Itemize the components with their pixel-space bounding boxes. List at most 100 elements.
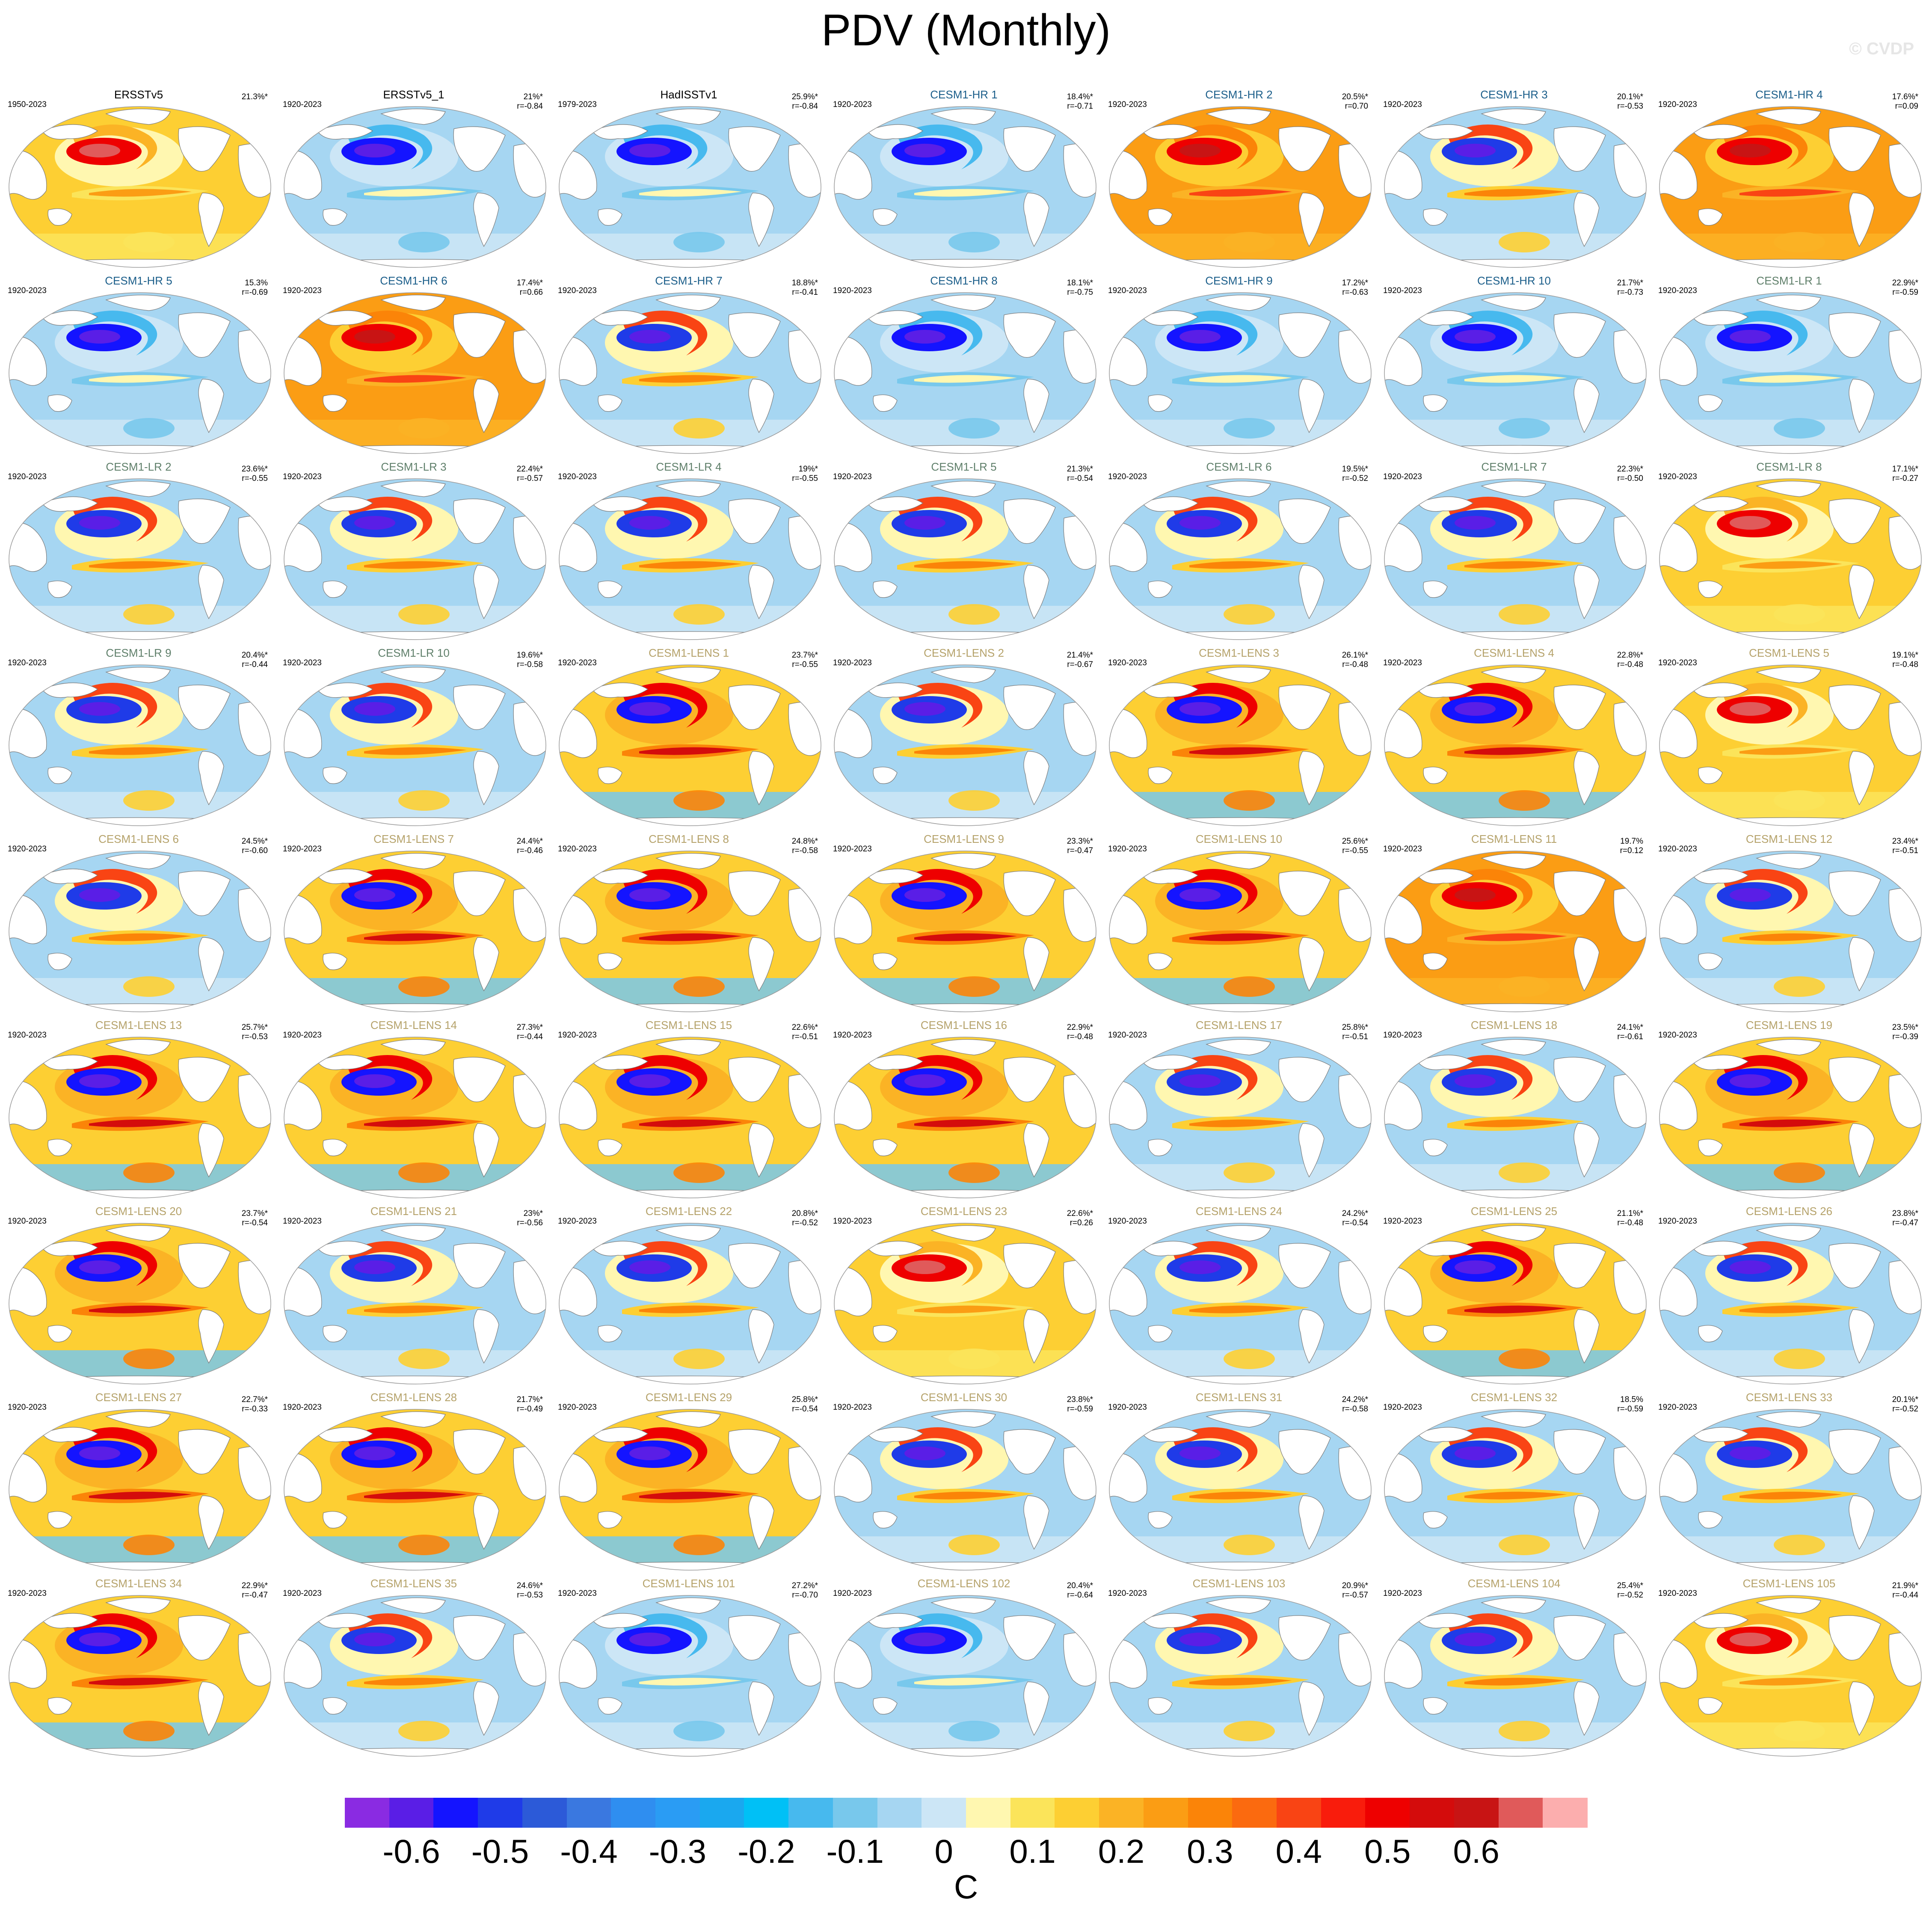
map-panel: CESM1-LENS 25 1920-2023 21.1%* r=-0.48: [1377, 1205, 1651, 1387]
copyright-label: © CVDP: [1849, 39, 1914, 58]
map-panel: HadISSTv1 1979-2023 25.9%* r=-0.84: [552, 88, 826, 270]
panel-title: CESM1-LENS 4: [1474, 646, 1554, 659]
panel-pattern-correlation: r=-0.48: [1067, 1032, 1093, 1041]
panel-pattern-correlation: r=-0.47: [242, 1591, 268, 1600]
panel-title: CESM1-HR 7: [655, 274, 723, 287]
map-panel: CESM1-LENS 101 1920-2023 27.2%* r=-0.70: [552, 1577, 826, 1759]
panel-years: 1920-2023: [833, 100, 872, 109]
map-panel: CESM1-LENS 4 1920-2023 22.8%* r=-0.48: [1377, 646, 1651, 828]
panel-pattern-correlation: r=-0.54: [242, 1218, 268, 1227]
map-panel: CESM1-LENS 8 1920-2023 24.8%* r=-0.58: [552, 833, 826, 1014]
panel-years: 1920-2023: [1383, 1403, 1422, 1412]
panel-title: CESM1-HR 6: [380, 274, 447, 287]
map-panel: CESM1-LENS 103 1920-2023 20.9%* r=-0.57: [1102, 1577, 1376, 1759]
colorbar-swatch: [1055, 1798, 1099, 1828]
map-panel: CESM1-LR 3 1920-2023 22.4%* r=-0.57: [277, 460, 551, 642]
map-panel: CESM1-LENS 23 1920-2023 22.6%* r=0.26: [827, 1205, 1101, 1387]
colorbar-swatch: [1498, 1798, 1543, 1828]
panel-years: 1920-2023: [283, 1217, 322, 1226]
sst-regression-map: [9, 1223, 271, 1384]
colorbar-tick-label: -0.2: [738, 1832, 795, 1870]
map-panel: CESM1-LR 1 1920-2023 22.9%* r=-0.59: [1652, 274, 1926, 456]
panel-title: ERSSTv5_1: [383, 88, 444, 101]
panel-pattern-correlation: r=-0.48: [1617, 660, 1643, 669]
map-panel: CESM1-LENS 19 1920-2023 23.5%* r=-0.39: [1652, 1019, 1926, 1201]
sst-regression-map: [1384, 664, 1647, 826]
panel-years: 1920-2023: [558, 1031, 597, 1040]
colorbar-tick-label: -0.6: [382, 1832, 440, 1870]
panel-variance-percent: 21%*: [523, 92, 543, 101]
panel-variance-percent: 25.7%*: [241, 1023, 268, 1032]
map-panel: CESM1-LENS 105 1920-2023 21.9%* r=-0.44: [1652, 1577, 1926, 1759]
panel-years: 1920-2023: [1108, 100, 1147, 109]
colorbar-swatch: [611, 1798, 656, 1828]
panel-variance-percent: 17.4%*: [516, 279, 543, 288]
sst-regression-map: [1384, 106, 1647, 268]
sst-regression-map: [1109, 664, 1372, 826]
map-panel: CESM1-HR 1 1920-2023 18.4%* r=-0.71: [827, 88, 1101, 270]
map-panel: CESM1-LENS 30 1920-2023 23.8%* r=-0.59: [827, 1391, 1101, 1573]
panel-title: CESM1-LENS 13: [95, 1019, 182, 1032]
map-panel: CESM1-LENS 13 1920-2023 25.7%* r=-0.53: [2, 1019, 276, 1201]
map-panel: CESM1-LENS 11 1920-2023 19.7% r=0.12: [1377, 833, 1651, 1014]
colorbar-swatch: [566, 1798, 611, 1828]
sst-regression-map: [1659, 1409, 1922, 1571]
map-panel: CESM1-LENS 5 1920-2023 19.1%* r=-0.48: [1652, 646, 1926, 828]
panel-pattern-correlation: r=-0.55: [242, 474, 268, 483]
panel-title: CESM1-LR 10: [378, 646, 450, 659]
colorbar-tick-label: 0.5: [1364, 1832, 1411, 1870]
panel-title: CESM1-HR 4: [1755, 88, 1823, 101]
panel-pattern-correlation: r=-0.73: [1617, 288, 1643, 297]
colorbar-tick-label: 0: [934, 1832, 953, 1870]
sst-regression-map: [1384, 292, 1647, 454]
panel-variance-percent: 17.6%*: [1892, 92, 1918, 101]
panel-years: 1920-2023: [1108, 658, 1147, 667]
panel-title: CESM1-LENS 16: [920, 1019, 1007, 1032]
panel-variance-percent: 20.4%*: [241, 651, 268, 660]
panel-variance-percent: 23.8%*: [1892, 1209, 1918, 1218]
panel-years: 1920-2023: [833, 845, 872, 854]
panel-years: 1920-2023: [1658, 472, 1697, 481]
map-panel: CESM1-LENS 27 1920-2023 22.7%* r=-0.33: [2, 1391, 276, 1573]
map-panel: CESM1-LR 5 1920-2023 21.3%* r=-0.54: [827, 460, 1101, 642]
map-panel: CESM1-LR 7 1920-2023 22.3%* r=-0.50: [1377, 460, 1651, 642]
panel-years: 1920-2023: [1658, 100, 1697, 109]
panel-pattern-correlation: r=-0.52: [792, 1218, 818, 1227]
colorbar-tick-label: 0.6: [1453, 1832, 1499, 1870]
panel-title: CESM1-LENS 3: [1199, 646, 1279, 659]
panel-variance-percent: 23.7%*: [791, 651, 818, 660]
colorbar-swatch: [522, 1798, 567, 1828]
panel-variance-percent: 19%*: [798, 465, 818, 474]
colorbar-swatch: [1188, 1798, 1233, 1828]
panel-pattern-correlation: r=-0.52: [1617, 1591, 1643, 1600]
panel-years: 1920-2023: [1383, 1031, 1422, 1040]
map-panel: CESM1-LENS 14 1920-2023 27.3%* r=-0.44: [277, 1019, 551, 1201]
panel-variance-percent: 25.6%*: [1342, 837, 1368, 846]
sst-regression-map: [1384, 1223, 1647, 1384]
map-panel: CESM1-LENS 3 1920-2023 26.1%* r=-0.48: [1102, 646, 1376, 828]
panel-years: 1920-2023: [1383, 845, 1422, 854]
panel-pattern-correlation: r=-0.48: [1617, 1218, 1643, 1227]
panel-years: 1920-2023: [1383, 100, 1422, 109]
panel-variance-percent: 25.4%*: [1617, 1581, 1643, 1590]
panel-variance-percent: 27.2%*: [791, 1581, 818, 1590]
panel-pattern-correlation: r=-0.41: [792, 288, 818, 297]
map-panel: CESM1-LENS 17 1920-2023 25.8%* r=-0.51: [1102, 1019, 1376, 1201]
panel-years: 1920-2023: [1108, 286, 1147, 295]
panel-title: CESM1-HR 3: [1480, 88, 1548, 101]
panel-pattern-correlation: r=-0.53: [517, 1591, 543, 1600]
panel-pattern-correlation: r=-0.56: [517, 1218, 543, 1227]
panel-pattern-correlation: r=-0.60: [242, 846, 268, 855]
sst-regression-map: [284, 1595, 546, 1757]
panel-title: CESM1-LENS 26: [1745, 1205, 1833, 1218]
panel-years: 1920-2023: [283, 1403, 322, 1412]
sst-regression-map: [1109, 1223, 1372, 1384]
panel-pattern-correlation: r=-0.58: [792, 846, 818, 855]
sst-regression-map: [834, 851, 1096, 1012]
panel-variance-percent: 23.4%*: [1892, 837, 1918, 846]
sst-regression-map: [834, 664, 1096, 826]
map-panel: ERSSTv5 1950-2023 21.3%*: [2, 88, 276, 270]
panel-title: CESM1-LR 6: [1206, 460, 1272, 473]
colorbar-swatch: [1321, 1798, 1366, 1828]
panel-title: CESM1-HR 5: [105, 274, 172, 287]
